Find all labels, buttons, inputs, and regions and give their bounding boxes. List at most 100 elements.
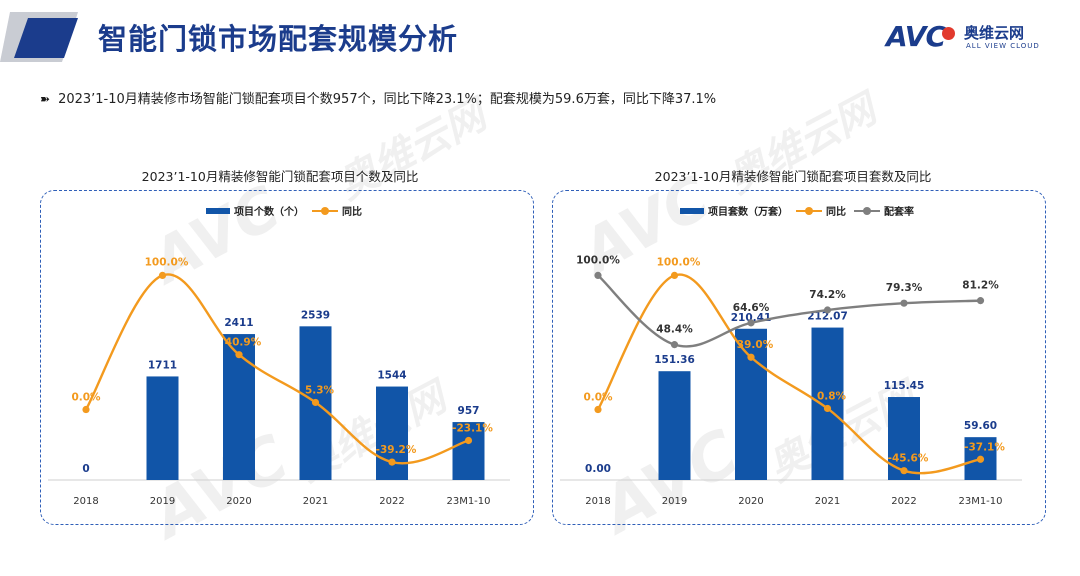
page-title: 智能门锁市场配套规模分析: [98, 22, 459, 56]
bar: [452, 422, 485, 480]
rate-value-label: 64.6%: [733, 302, 770, 314]
legend-yoy-label: 同比: [826, 207, 846, 218]
legend-rate-item: 配套率: [854, 203, 914, 218]
summary-line: ➽ 2023’1-10月精装修市场智能门锁配套项目个数957个，同比下降23.1%…: [40, 88, 716, 107]
yoy-value-label: 0.0%: [583, 392, 613, 404]
yoy-line: [84, 273, 469, 465]
x-tick-label: 2019: [150, 496, 175, 507]
yoy-line: [596, 273, 981, 475]
yoy-value-label: 0.8%: [817, 390, 847, 402]
bar-value-label: 2411: [224, 317, 253, 329]
bar: [376, 386, 408, 480]
brand-logo: AVC 奥维云网 ALL VIEW CLOUD: [886, 20, 1066, 60]
watermark-cn: 奥维云网: [720, 86, 884, 203]
yoy-value-label: -39.2%: [376, 444, 417, 456]
chart-1-legend: 项目个数（个） 同比: [206, 203, 362, 218]
x-tick-label: 2019: [662, 496, 687, 507]
legend-bar-label: 项目套数（万套）: [708, 207, 788, 218]
bar-value-label: 0.00: [585, 463, 611, 475]
logo-dot-icon: [942, 27, 955, 40]
chart-2-panel: [552, 190, 1046, 525]
rate-value-label: 81.2%: [962, 280, 999, 292]
yoy-value-label: 39.0%: [737, 339, 774, 351]
bar-value-label: 212.07: [807, 311, 848, 323]
x-tick-label: 23M1-10: [958, 496, 1002, 507]
summary-text: 2023’1-10月精装修市场智能门锁配套项目个数957个，同比下降23.1%；…: [58, 92, 717, 107]
x-tick-label: 2021: [303, 496, 328, 507]
yoy-point: [82, 405, 90, 414]
legend-bar-item: 项目个数（个）: [206, 203, 304, 218]
yoy-point: [747, 353, 755, 361]
legend-yoy-swatch: [312, 206, 338, 215]
legend-rate-swatch: [854, 206, 880, 215]
bar-value-label: 1544: [377, 370, 406, 382]
yoy-value-label: 100.0%: [145, 256, 189, 268]
yoy-value-label: 100.0%: [657, 256, 701, 268]
bar-value-label: 59.60: [964, 420, 997, 432]
bar: [223, 334, 255, 480]
x-tick-label: 2022: [891, 496, 916, 507]
bar-value-label: 0: [82, 463, 89, 475]
bar-value-label: 957: [458, 405, 480, 417]
yoy-value-label: -37.1%: [964, 441, 1005, 453]
chart-1-title: 2023’1-10月精装修智能门锁配套项目个数及同比: [141, 169, 419, 184]
rate-value-label: 100.0%: [576, 254, 620, 266]
bar-value-label: 151.36: [654, 354, 695, 366]
x-tick-label: 2018: [585, 496, 610, 507]
rate-line: [597, 274, 981, 348]
yoy-point: [670, 271, 679, 280]
rate-point: [976, 297, 985, 305]
legend-rate-label: 配套率: [884, 207, 914, 218]
bar: [146, 376, 179, 480]
x-tick-label: 23M1-10: [446, 496, 490, 507]
yoy-value-label: 5.3%: [305, 384, 335, 396]
rate-value-label: 74.2%: [809, 289, 846, 301]
bar-value-label: 1711: [148, 359, 177, 371]
legend-bar-swatch: [206, 207, 230, 214]
yoy-value-label: -23.1%: [452, 423, 493, 435]
header-decoration: [0, 12, 78, 62]
legend-bar-item: 项目套数（万套）: [680, 203, 788, 218]
yoy-point: [158, 271, 167, 280]
rate-point: [747, 319, 755, 327]
yoy-point: [594, 405, 602, 414]
x-tick-label: 2021: [815, 496, 840, 507]
yoy-point: [900, 467, 908, 475]
yoy-value-label: 40.9%: [225, 337, 262, 349]
yoy-point: [976, 455, 985, 463]
chart-1: 2018 2019 2020 2021 2022 23M1-10 0 1711 2411 2539…: [48, 256, 510, 507]
logo-brand: AVC: [886, 20, 946, 53]
rate-point: [823, 306, 832, 314]
bar: [735, 328, 767, 480]
yoy-point: [235, 351, 243, 359]
yoy-point: [388, 458, 396, 466]
legend-yoy-label: 同比: [342, 207, 362, 218]
legend-bar-label: 项目个数（个）: [234, 207, 304, 218]
x-tick-label: 2020: [226, 496, 251, 507]
bar-value-label: 115.45: [884, 380, 925, 392]
logo-cn: 奥维云网: [964, 24, 1025, 42]
yoy-value-label: 0.0%: [71, 392, 101, 404]
bar: [811, 327, 844, 480]
x-tick-label: 2020: [738, 496, 763, 507]
yoy-point: [311, 398, 320, 407]
yoy-point: [464, 436, 473, 445]
legend-yoy-item: 同比: [796, 203, 846, 218]
chart-2-title: 2023’1-10月精装修智能门锁配套项目套数及同比: [654, 169, 932, 184]
chart-2-legend: 项目套数（万套） 同比 配套率: [680, 203, 914, 218]
logo-en: ALL VIEW CLOUD: [966, 42, 1040, 50]
legend-yoy-item: 同比: [312, 203, 362, 218]
rate-value-label: 48.4%: [656, 324, 693, 336]
chart-1-panel: [40, 190, 534, 525]
bar-value-label: 2539: [301, 309, 330, 321]
yoy-value-label: -45.6%: [888, 453, 929, 465]
chart-2: 2018 2019 2020 2021 2022 23M1-100.00151.36210…: [560, 254, 1022, 507]
rate-value-label: 79.3%: [886, 282, 923, 294]
legend-bar-swatch: [680, 207, 704, 214]
yoy-point: [823, 404, 832, 413]
x-tick-label: 2022: [379, 496, 404, 507]
rate-point: [900, 299, 908, 307]
rate-point: [670, 341, 679, 349]
double-arrow-icon: ➽: [40, 92, 51, 106]
legend-yoy-swatch: [796, 206, 822, 215]
